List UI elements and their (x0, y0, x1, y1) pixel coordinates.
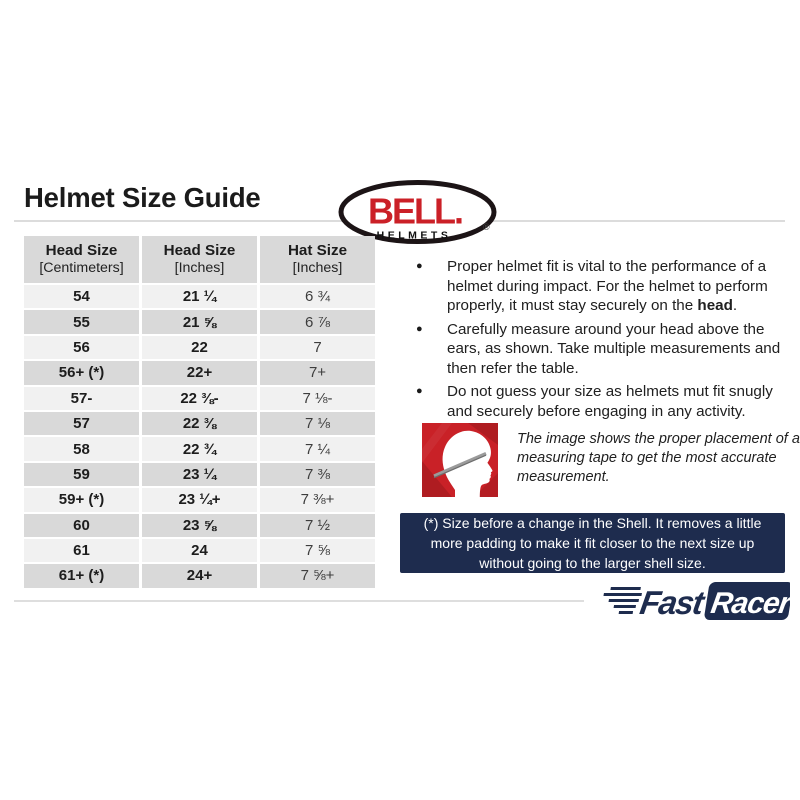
table-cell: 7 ⅜ (260, 462, 375, 487)
table-cell: 23 ¼+ (142, 488, 257, 512)
table-cell: 6 ¾ (260, 285, 375, 309)
table-cell: 59 (24, 462, 139, 487)
fit-instructions-list: ● Proper helmet fit is vital to the perf… (400, 257, 798, 425)
table-cell: 22+ (142, 361, 257, 385)
table-cell: 57 (24, 411, 139, 436)
list-item: ● Do not guess your size as helmets mut … (400, 382, 798, 421)
table-cell: 7 ⅝+ (260, 564, 375, 588)
bell-brand-text: BELL. (368, 191, 462, 232)
table-cell: 55 (24, 310, 139, 334)
table-cell: 22 (142, 335, 257, 360)
table-cell: 56+ (*) (24, 361, 139, 385)
measurement-caption: The image shows the proper placement of … (517, 431, 800, 485)
bullet-icon: ● (416, 322, 423, 335)
table-cell: 21 ⅝ (142, 310, 257, 334)
head-measurement-icon (422, 423, 498, 497)
bullet-icon: ● (416, 260, 423, 272)
table-cell: 61 (24, 538, 139, 563)
size-table: Head Size [Centimeters] Head Size [Inche… (24, 236, 375, 590)
table-cell: 7 ¼ (260, 437, 375, 461)
table-row: 55 21 ⅝ 6 ⅞ (24, 310, 375, 334)
table-cell: 24+ (142, 564, 257, 588)
page-title: Helmet Size Guide (24, 182, 261, 213)
table-cell: 7 ⅜+ (260, 488, 375, 512)
table-row: 61+ (*) 24+ 7 ⅝+ (24, 564, 375, 588)
table-cell: 23 ⅝ (142, 513, 257, 537)
table-cell: 22 ¾ (142, 437, 257, 461)
table-cell: 22 ⅜ (142, 411, 257, 436)
footer-divider (14, 600, 584, 602)
fastracer-racer-text: Racer (709, 587, 790, 620)
table-cell: 59+ (*) (24, 488, 139, 512)
table-cell: 7 ⅛ (260, 411, 375, 436)
table-cell: 24 (142, 538, 257, 563)
table-row: 54 21 ¼ 6 ¾ (24, 285, 375, 309)
table-cell: 54 (24, 285, 139, 309)
bell-subtext: HELMETS (377, 230, 452, 242)
table-cell: 56 (24, 335, 139, 360)
table-row: 56+ (*) 22+ 7+ (24, 361, 375, 385)
table-cell: 21 ¼ (142, 285, 257, 309)
table-cell: 60 (24, 513, 139, 537)
registered-mark: ® (483, 222, 490, 232)
fastracer-logo-icon: Fast Racer (603, 582, 790, 622)
bell-helmets-logo-icon: BELL. HELMETS ® (338, 180, 497, 244)
table-cell: 7 ⅝ (260, 538, 375, 563)
table-header-row: Head Size [Centimeters] Head Size [Inche… (24, 236, 375, 283)
list-item: ● Carefully measure around your head abo… (400, 320, 798, 379)
table-row: 59+ (*) 23 ¼+ 7 ⅜+ (24, 488, 375, 512)
table-cell: 57- (24, 386, 139, 410)
table-cell: 7 ⅛- (260, 386, 375, 410)
table-row: 57- 22 ⅜- 7 ⅛- (24, 386, 375, 410)
table-cell: 22 ⅜- (142, 386, 257, 410)
table-row: 60 23 ⅝ 7 ½ (24, 513, 375, 537)
fastracer-fast-text: Fast (637, 585, 708, 622)
table-cell: 7 ½ (260, 513, 375, 537)
table-row: 59 23 ¼ 7 ⅜ (24, 462, 375, 487)
table-cell: 58 (24, 437, 139, 461)
table-row: 58 22 ¾ 7 ¼ (24, 437, 375, 461)
bullet-icon: ● (416, 385, 423, 397)
list-item: ● Proper helmet fit is vital to the perf… (400, 257, 798, 316)
table-row: 56 22 7 (24, 335, 375, 360)
header-cell: Head Size [Centimeters] (24, 236, 139, 283)
table-row: 57 22 ⅜ 7 ⅛ (24, 411, 375, 436)
table-row: 61 24 7 ⅝ (24, 538, 375, 563)
table-cell: 61+ (*) (24, 564, 139, 588)
header-cell: Head Size [Inches] (142, 236, 257, 283)
table-cell: 7+ (260, 361, 375, 385)
header-cell: Hat Size [Inches] (260, 236, 375, 283)
shell-size-note: (*) Size before a change in the Shell. I… (400, 513, 785, 573)
table-cell: 7 (260, 335, 375, 360)
table-cell: 6 ⅞ (260, 310, 375, 334)
table-cell: 23 ¼ (142, 462, 257, 487)
